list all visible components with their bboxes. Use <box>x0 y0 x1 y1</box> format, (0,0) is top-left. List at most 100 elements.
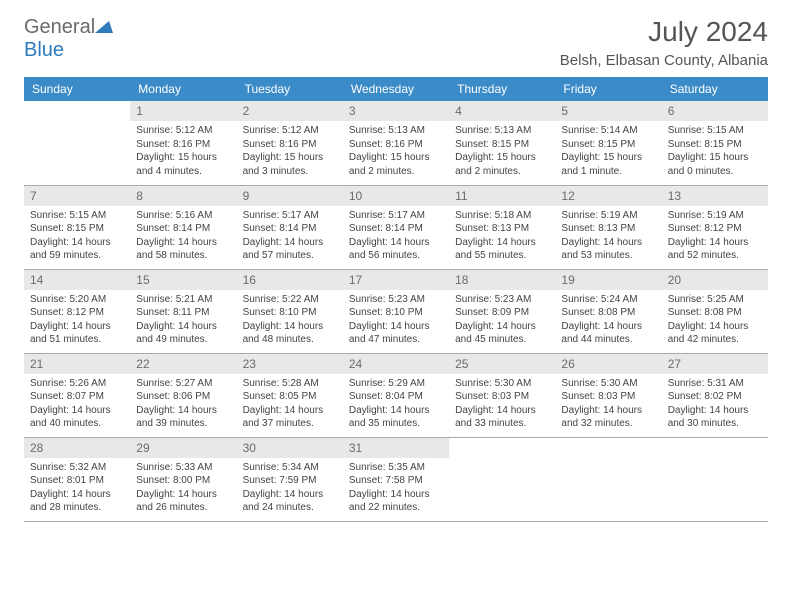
day-content: Sunrise: 5:26 AMSunset: 8:07 PMDaylight:… <box>24 374 130 435</box>
day-info-line: Sunset: 8:13 PM <box>455 222 549 236</box>
day-number: 1 <box>130 101 236 121</box>
day-number: 27 <box>662 354 768 374</box>
day-info-line: and 28 minutes. <box>30 501 124 515</box>
calendar-week-row: ..1Sunrise: 5:12 AMSunset: 8:16 PMDaylig… <box>24 101 768 185</box>
calendar-day-cell: 8Sunrise: 5:16 AMSunset: 8:14 PMDaylight… <box>130 185 236 269</box>
day-number: 28 <box>24 438 130 458</box>
day-info-line: and 0 minutes. <box>668 165 762 179</box>
calendar-day-cell: 26Sunrise: 5:30 AMSunset: 8:03 PMDayligh… <box>555 353 661 437</box>
day-info-line: Sunset: 8:08 PM <box>668 306 762 320</box>
day-info-line: and 24 minutes. <box>243 501 337 515</box>
day-info-line: Daylight: 14 hours <box>30 236 124 250</box>
day-info-line: Sunset: 8:06 PM <box>136 390 230 404</box>
calendar-header-row: SundayMondayTuesdayWednesdayThursdayFrid… <box>24 77 768 101</box>
day-info-line: Sunset: 8:15 PM <box>668 138 762 152</box>
day-info-line: and 37 minutes. <box>243 417 337 431</box>
day-number: 12 <box>555 186 661 206</box>
day-number: 18 <box>449 270 555 290</box>
calendar-day-cell: 27Sunrise: 5:31 AMSunset: 8:02 PMDayligh… <box>662 353 768 437</box>
day-info-line: Sunset: 8:14 PM <box>243 222 337 236</box>
day-info-line: Daylight: 14 hours <box>668 320 762 334</box>
day-content: Sunrise: 5:24 AMSunset: 8:08 PMDaylight:… <box>555 290 661 351</box>
day-number: 3 <box>343 101 449 121</box>
calendar-day-cell: 4Sunrise: 5:13 AMSunset: 8:15 PMDaylight… <box>449 101 555 185</box>
day-content: Sunrise: 5:15 AMSunset: 8:15 PMDaylight:… <box>662 121 768 182</box>
calendar-day-cell: 22Sunrise: 5:27 AMSunset: 8:06 PMDayligh… <box>130 353 236 437</box>
day-info-line: Sunset: 8:12 PM <box>30 306 124 320</box>
calendar-day-cell: 20 Sunrise: 5:25 AMSunset: 8:08 PMDayligh… <box>662 269 768 353</box>
page-header: General Blue July 2024 Belsh, Elbasan Co… <box>24 16 768 69</box>
day-number: 11 <box>449 186 555 206</box>
day-info-line: Daylight: 14 hours <box>243 236 337 250</box>
calendar-week-row: 7Sunrise: 5:15 AMSunset: 8:15 PMDaylight… <box>24 185 768 269</box>
day-content: Sunrise: 5:14 AMSunset: 8:15 PMDaylight:… <box>555 121 661 182</box>
day-info-line: Sunset: 8:03 PM <box>455 390 549 404</box>
day-info-line: Daylight: 14 hours <box>455 236 549 250</box>
day-content: Sunrise: 5:30 AMSunset: 8:03 PMDaylight:… <box>555 374 661 435</box>
calendar-day-cell: 29Sunrise: 5:33 AMSunset: 8:00 PMDayligh… <box>130 437 236 521</box>
calendar-day-cell: .. <box>449 437 555 521</box>
day-number: 21 <box>24 354 130 374</box>
day-content: Sunrise: 5:18 AMSunset: 8:13 PMDaylight:… <box>449 206 555 267</box>
day-info-line: and 30 minutes. <box>668 417 762 431</box>
day-number: 4 <box>449 101 555 121</box>
weekday-header: Wednesday <box>343 77 449 101</box>
day-content: Sunrise: 5:16 AMSunset: 8:14 PMDaylight:… <box>130 206 236 267</box>
day-info-line: Daylight: 14 hours <box>136 404 230 418</box>
day-info-line: Sunrise: 5:30 AM <box>561 377 655 391</box>
day-content: Sunrise: 5:23 AMSunset: 8:10 PMDaylight:… <box>343 290 449 351</box>
day-info-line: Sunrise: 5:15 AM <box>668 124 762 138</box>
day-number: 19 <box>555 270 661 290</box>
day-number: 15 <box>130 270 236 290</box>
day-number: 26 <box>555 354 661 374</box>
calendar-week-row: 28Sunrise: 5:32 AMSunset: 8:01 PMDayligh… <box>24 437 768 521</box>
day-content: Sunrise: 5:33 AMSunset: 8:00 PMDaylight:… <box>130 458 236 519</box>
day-info-line: Daylight: 14 hours <box>136 236 230 250</box>
day-info-line: Daylight: 15 hours <box>349 151 443 165</box>
calendar-day-cell: 16Sunrise: 5:22 AMSunset: 8:10 PMDayligh… <box>237 269 343 353</box>
day-info-line: Daylight: 14 hours <box>30 320 124 334</box>
day-info-line: Sunrise: 5:30 AM <box>455 377 549 391</box>
day-info-line: Sunset: 8:16 PM <box>136 138 230 152</box>
day-info-line: Sunrise: 5:23 AM <box>455 293 549 307</box>
day-info-line: and 57 minutes. <box>243 249 337 263</box>
day-info-line: Sunset: 8:14 PM <box>349 222 443 236</box>
calendar-day-cell: 25Sunrise: 5:30 AMSunset: 8:03 PMDayligh… <box>449 353 555 437</box>
day-content: Sunrise: 5:27 AMSunset: 8:06 PMDaylight:… <box>130 374 236 435</box>
weekday-header: Tuesday <box>237 77 343 101</box>
calendar-day-cell: 18Sunrise: 5:23 AMSunset: 8:09 PMDayligh… <box>449 269 555 353</box>
day-info-line: Sunrise: 5:12 AM <box>136 124 230 138</box>
day-number: 29 <box>130 438 236 458</box>
day-info-line: and 47 minutes. <box>349 333 443 347</box>
day-content: Sunrise: 5:32 AMSunset: 8:01 PMDaylight:… <box>24 458 130 519</box>
day-number: 13 <box>662 186 768 206</box>
logo-triangle-icon <box>95 16 113 39</box>
day-number: 2 <box>237 101 343 121</box>
calendar-table: SundayMondayTuesdayWednesdayThursdayFrid… <box>24 77 768 522</box>
calendar-day-cell: 9Sunrise: 5:17 AMSunset: 8:14 PMDaylight… <box>237 185 343 269</box>
day-info-line: Daylight: 14 hours <box>136 320 230 334</box>
day-info-line: Sunrise: 5:25 AM <box>668 293 762 307</box>
day-number: 17 <box>343 270 449 290</box>
day-info-line: Sunrise: 5:16 AM <box>136 209 230 223</box>
calendar-day-cell: .. <box>24 101 130 185</box>
day-info-line: Sunrise: 5:13 AM <box>455 124 549 138</box>
day-content: Sunrise: 5:19 AMSunset: 8:13 PMDaylight:… <box>555 206 661 267</box>
weekday-header: Friday <box>555 77 661 101</box>
day-info-line: Sunrise: 5:24 AM <box>561 293 655 307</box>
day-number: 20 <box>662 270 768 290</box>
day-info-line: Daylight: 14 hours <box>30 488 124 502</box>
day-content: Sunrise: 5:21 AMSunset: 8:11 PMDaylight:… <box>130 290 236 351</box>
day-info-line: Sunset: 8:05 PM <box>243 390 337 404</box>
day-info-line: Daylight: 14 hours <box>455 404 549 418</box>
day-info-line: and 33 minutes. <box>455 417 549 431</box>
day-content: Sunrise: 5:23 AMSunset: 8:09 PMDaylight:… <box>449 290 555 351</box>
day-info-line: Sunset: 8:16 PM <box>243 138 337 152</box>
day-info-line: Sunrise: 5:17 AM <box>243 209 337 223</box>
weekday-header: Saturday <box>662 77 768 101</box>
day-info-line: Sunrise: 5:26 AM <box>30 377 124 391</box>
day-info-line: Sunset: 8:00 PM <box>136 474 230 488</box>
day-info-line: Daylight: 14 hours <box>243 320 337 334</box>
logo-text-blue: Blue <box>24 39 64 61</box>
calendar-day-cell: 10Sunrise: 5:17 AMSunset: 8:14 PMDayligh… <box>343 185 449 269</box>
